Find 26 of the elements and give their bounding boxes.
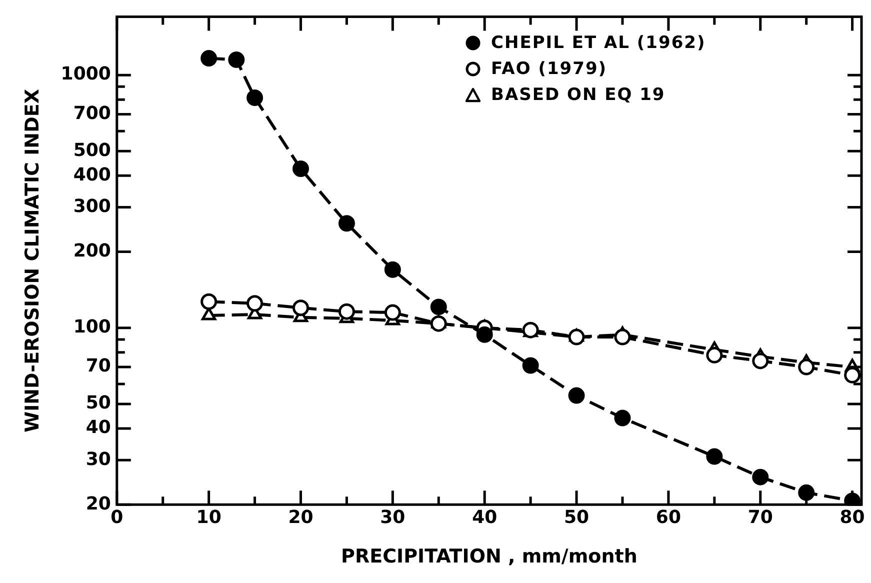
y-tick-label: 70 <box>86 356 111 377</box>
y-tick-label: 40 <box>86 417 111 438</box>
x-tick-label: 10 <box>196 507 222 528</box>
x-tick-label: 60 <box>656 507 681 528</box>
y-tick-label: 30 <box>86 448 111 470</box>
y-tick-label: 400 <box>73 164 111 186</box>
y-axis-title: WIND-EROSION CLIMATIC INDEX <box>21 88 44 432</box>
x-tick-label: 40 <box>472 507 498 528</box>
x-tick-label: 80 <box>840 507 865 528</box>
y-tick-label: 700 <box>73 102 111 124</box>
x-tick-label: 50 <box>564 507 590 528</box>
y-tick-label: 50 <box>86 392 111 414</box>
x-tick-label: 30 <box>380 507 406 528</box>
x-tick-label: 0 <box>110 507 124 528</box>
y-tick-label: 100 <box>73 316 111 338</box>
x-tick-label: 20 <box>288 507 314 528</box>
y-tick-label: 1000 <box>60 64 111 85</box>
x-tick-label: 70 <box>748 507 773 528</box>
legend-label: BASED ON EQ 19 <box>491 85 666 105</box>
x-axis-title: PRECIPITATION , mm/month <box>341 546 638 568</box>
y-tick-label: 500 <box>73 140 111 161</box>
y-tick-label: 200 <box>73 240 111 262</box>
y-tick-label: 20 <box>86 493 111 514</box>
y-tick-label: 300 <box>73 196 111 217</box>
legend-label: CHEPIL ET AL (1962) <box>491 33 706 53</box>
legend-label: FAO (1979) <box>491 59 608 79</box>
